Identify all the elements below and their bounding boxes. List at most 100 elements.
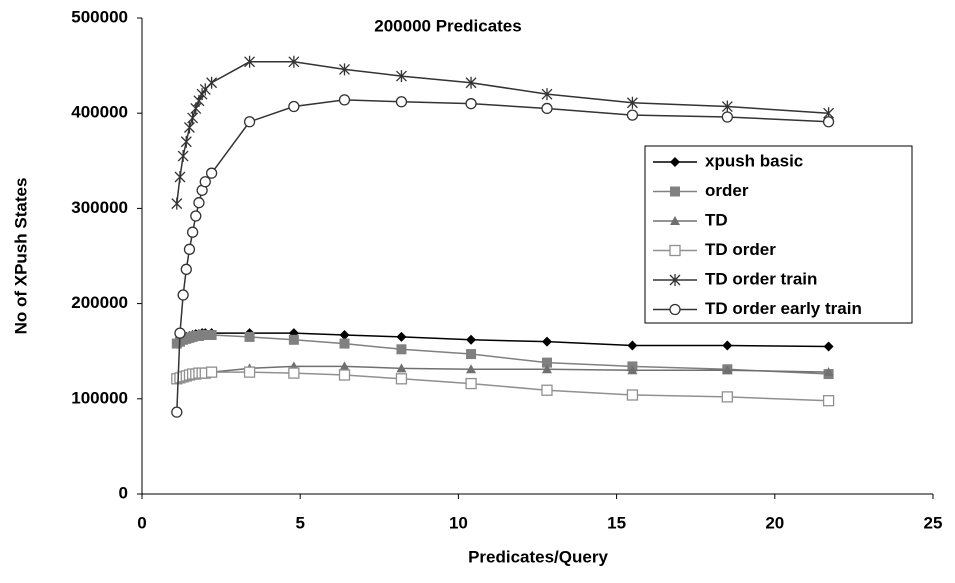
marker [465, 377, 477, 390]
marker [541, 102, 553, 115]
marker [177, 289, 189, 301]
marker [171, 406, 183, 418]
marker-shape [180, 135, 192, 148]
marker-shape [466, 349, 477, 360]
marker-shape [721, 111, 733, 123]
legend-label: TD [705, 210, 728, 229]
marker [465, 76, 477, 89]
marker-shape [339, 330, 350, 341]
marker [722, 365, 733, 375]
marker [396, 344, 407, 355]
marker-shape [721, 100, 733, 113]
marker [541, 88, 553, 101]
marker-shape [243, 116, 256, 128]
marker [205, 366, 218, 378]
marker-shape [244, 331, 255, 342]
marker [541, 364, 552, 374]
marker-shape [183, 243, 196, 255]
marker-shape [396, 363, 407, 373]
marker-shape [669, 274, 681, 286]
chart-title: 200000 Predicates [374, 16, 521, 35]
marker-shape [288, 100, 300, 113]
legend-label: TD order early train [705, 299, 862, 318]
marker-shape [187, 111, 199, 124]
marker-shape [541, 88, 553, 101]
marker [186, 226, 199, 238]
marker-shape [206, 76, 218, 89]
marker-shape [395, 70, 407, 83]
marker-shape [288, 367, 300, 379]
marker-shape [243, 366, 256, 378]
marker [244, 331, 255, 342]
marker-shape [177, 289, 189, 301]
marker [627, 365, 638, 375]
marker [180, 263, 192, 275]
marker [541, 336, 552, 347]
marker-shape [626, 96, 638, 109]
marker [338, 94, 351, 106]
y-tick-label: 300000 [71, 198, 128, 217]
marker-shape [541, 364, 552, 374]
marker [627, 340, 638, 351]
marker-shape [466, 334, 477, 345]
marker [190, 210, 202, 222]
legend-label: TD order train [705, 269, 817, 288]
marker-shape [541, 336, 552, 347]
marker [339, 330, 350, 341]
marker-shape [205, 167, 218, 179]
marker [669, 274, 681, 286]
marker-shape [822, 395, 835, 407]
marker-shape [627, 365, 638, 375]
marker [339, 63, 350, 76]
marker-shape [288, 55, 300, 68]
marker [541, 384, 553, 396]
legend-label: order [705, 181, 749, 200]
marker-shape [200, 330, 211, 341]
marker-shape [670, 186, 680, 197]
marker [722, 340, 733, 351]
marker [288, 367, 300, 379]
marker-shape [670, 157, 680, 167]
marker-shape [722, 365, 733, 375]
marker-shape [174, 327, 186, 339]
marker [243, 116, 256, 128]
marker-shape [339, 338, 350, 349]
marker-shape [466, 364, 477, 374]
marker-shape [174, 170, 186, 183]
marker-shape [823, 367, 834, 377]
marker-shape [541, 357, 552, 368]
marker [466, 334, 477, 345]
marker [626, 96, 638, 109]
marker-shape [721, 391, 733, 403]
marker [721, 391, 733, 403]
marker-shape [199, 176, 211, 188]
marker-shape [206, 330, 217, 341]
y-axis-label: No of XPush States [11, 178, 30, 335]
x-tick-label: 20 [765, 513, 784, 532]
marker [822, 395, 835, 407]
marker-shape [626, 109, 639, 121]
marker-shape [396, 331, 407, 342]
marker-shape [627, 340, 638, 351]
marker-shape [541, 102, 553, 115]
marker-shape [395, 373, 408, 385]
marker-shape [626, 389, 639, 401]
marker-shape [722, 340, 733, 351]
x-tick-label: 5 [295, 513, 304, 532]
marker [466, 349, 477, 360]
marker [205, 167, 218, 179]
marker-shape [669, 303, 681, 316]
marker [626, 109, 639, 121]
marker [395, 373, 408, 385]
marker-shape [180, 263, 192, 275]
marker [670, 186, 680, 197]
marker-shape [338, 94, 351, 106]
marker-shape [171, 197, 183, 210]
marker-shape [395, 96, 408, 108]
y-tick-label: 100000 [71, 388, 128, 407]
x-tick-label: 10 [449, 513, 468, 532]
marker [199, 176, 211, 188]
marker [200, 330, 211, 341]
marker [184, 121, 195, 134]
marker-shape [465, 377, 477, 390]
